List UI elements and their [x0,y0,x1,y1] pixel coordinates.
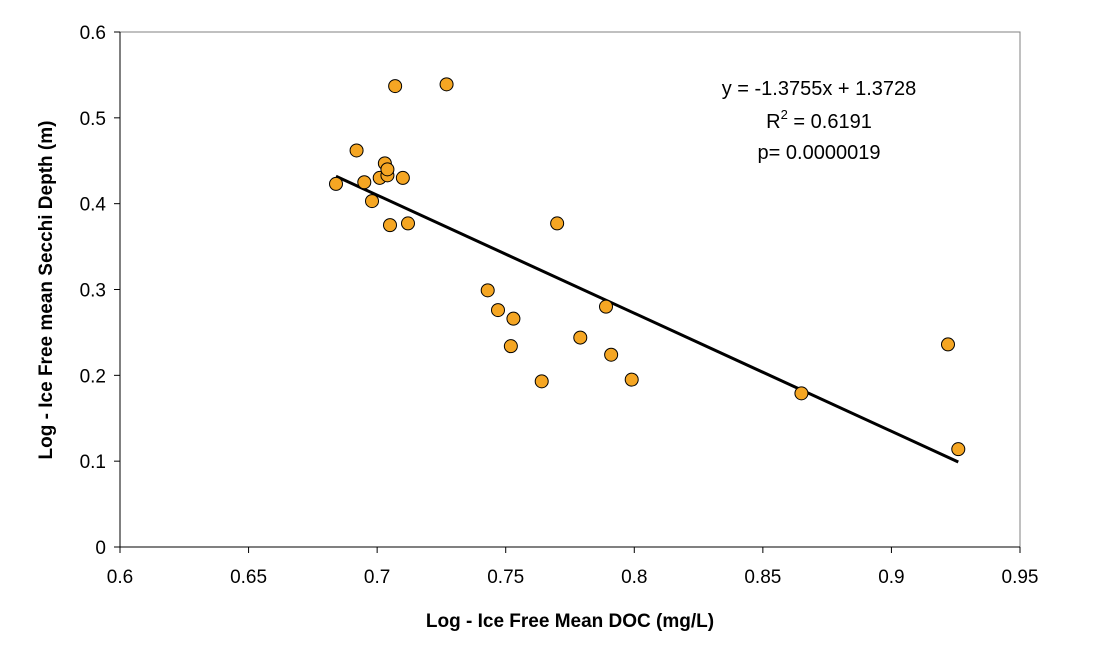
data-point [604,347,619,362]
x-tick-label: 0.95 [1002,567,1039,588]
data-point [534,374,549,389]
plot-frame [119,31,1021,548]
data-point [573,330,588,345]
data-point [624,372,639,387]
r-squared-prefix: R [766,111,780,133]
y-tick-label: 0.2 [80,366,106,387]
data-point [349,143,364,158]
data-point [941,337,955,352]
x-axis-ticks: 0.6 0.65 0.7 0.75 0.8 0.85 0.9 0.95 [107,547,1039,588]
data-points [329,77,966,457]
data-point [599,299,613,314]
y-axis-ticks: 0 0.1 0.2 0.3 0.4 0.5 0.6 [80,23,120,559]
y-tick-label: 0.3 [80,281,106,302]
data-point [951,442,966,457]
x-axis-title: Log - Ice Free Mean DOC (mg/L) [426,611,714,632]
data-point [329,176,343,191]
x-tick-label: 0.75 [487,567,524,588]
data-point [388,79,403,94]
data-point [380,162,395,177]
y-axis-title: Log - Ice Free mean Secchi Depth (m) [36,121,57,460]
data-point [480,283,495,298]
r-squared-exponent: 2 [781,107,788,122]
trendline [335,174,959,464]
data-point [506,311,521,326]
data-point [395,170,410,185]
x-tick-label: 0.7 [364,567,390,588]
data-point [383,218,397,233]
x-tick-label: 0.6 [107,567,133,588]
data-point [491,303,505,318]
p-value-annotation: p= 0.0000019 [758,142,881,164]
y-tick-label: 0.6 [80,23,106,44]
r-squared-annotation: R2 = 0.6191 [766,107,872,133]
x-tick-label: 0.8 [621,567,647,588]
data-point [439,77,454,92]
y-tick-label: 0 [95,538,106,559]
r-squared-value: = 0.6191 [788,111,872,133]
equation-annotation: y = -1.3755x + 1.3728 [722,78,917,100]
data-point [794,386,809,401]
y-tick-label: 0.1 [80,452,106,473]
data-point [503,339,518,354]
data-point [357,175,372,190]
x-tick-label: 0.9 [878,567,904,588]
data-point [401,216,415,231]
y-tick-label: 0.5 [80,109,106,130]
data-point [550,216,565,231]
x-tick-label: 0.65 [230,567,267,588]
x-tick-label: 0.85 [744,567,781,588]
data-point [365,194,379,209]
y-tick-label: 0.4 [80,195,107,216]
